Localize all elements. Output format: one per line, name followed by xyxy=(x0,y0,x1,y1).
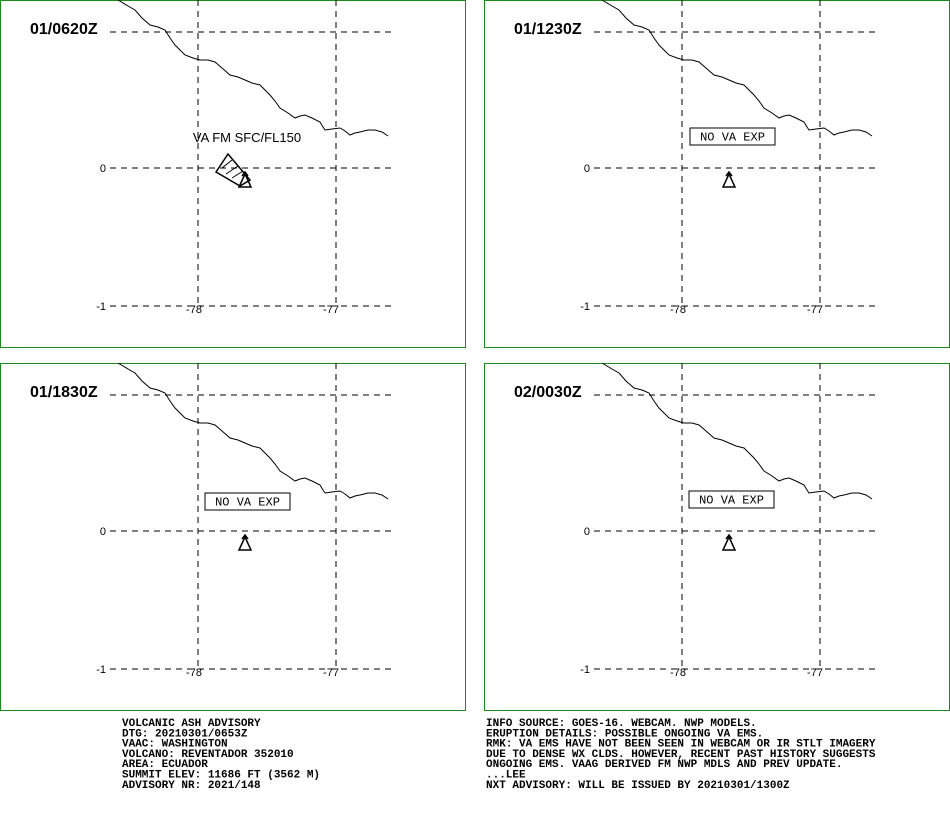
ash-hatch xyxy=(225,165,239,175)
lon-label: -78 xyxy=(186,304,202,316)
lat-label: -1 xyxy=(96,664,106,676)
lon-label: -78 xyxy=(670,667,686,679)
annotation-box xyxy=(688,490,775,509)
ash-hatch xyxy=(231,170,244,179)
lat-label: -1 xyxy=(580,664,590,676)
annotation: NO VA EXP xyxy=(699,494,764,508)
advisory-line: DTG: 20210301/0653Z xyxy=(122,728,248,740)
ash-hatch xyxy=(221,159,233,169)
advisory-line: ADVISORY NR: 2021/148 xyxy=(122,780,261,792)
annotation: NO VA EXP xyxy=(215,496,280,510)
ash-label: VA FM SFC/FL150 xyxy=(193,130,301,145)
lon-label: -77 xyxy=(807,304,823,316)
volcano-symbol xyxy=(237,533,253,551)
lat-label: 0 xyxy=(584,163,590,175)
annotation: NO VA EXP xyxy=(700,131,765,145)
volcano-symbol xyxy=(721,170,737,188)
lon-label: -77 xyxy=(807,667,823,679)
advisory-line: INFO SOURCE: GOES-16. WEBCAM. NWP MODELS… xyxy=(486,718,757,730)
advisory-line: ...LEE xyxy=(486,770,526,782)
advisory-line: VAAC: WASHINGTON xyxy=(122,739,228,751)
advisory-line: VOLCANIC ASH ADVISORY xyxy=(122,718,261,730)
advisory-line: NXT ADVISORY: WILL BE ISSUED BY 20210301… xyxy=(486,780,790,792)
map-panel: 01/1230Z 0 -1 -78 -77 NO VA EXP xyxy=(484,0,950,348)
lat-label: -1 xyxy=(580,301,590,313)
panel-frame xyxy=(484,0,950,348)
lon-label: -78 xyxy=(670,304,686,316)
valid-time: 01/0620Z xyxy=(30,21,98,38)
lat-label: 0 xyxy=(100,526,106,538)
lon-label: -77 xyxy=(323,304,339,316)
lat-label: -1 xyxy=(96,301,106,313)
valid-time: 01/1230Z xyxy=(514,21,582,38)
advisory-line: RMK: VA EMS HAVE NOT BEEN SEEN IN WEBCAM… xyxy=(486,739,876,751)
coastline xyxy=(117,362,389,500)
lon-label: -78 xyxy=(186,667,202,679)
coastline xyxy=(601,0,873,137)
map-panel: 02/0030Z 0 -1 -78 -77 NO VA EXP xyxy=(484,362,950,711)
advisory-line: AREA: ECUADOR xyxy=(122,759,208,771)
volcano-symbol xyxy=(721,533,737,551)
advisory-line: DUE TO DENSE WX CLDS. HOWEVER, RECENT PA… xyxy=(486,749,876,761)
coastline xyxy=(117,0,389,137)
map-panel: 01/0620Z 0 -1 -78 -77 VA FM SFC/FL150 xyxy=(0,0,466,348)
ash-area xyxy=(214,152,252,187)
advisory-line: VOLCANO: REVENTADOR 352010 xyxy=(122,749,294,761)
valid-time: 02/0030Z xyxy=(514,384,582,401)
panel-frame xyxy=(484,363,950,711)
coastline xyxy=(601,362,873,500)
valid-time: 01/1830Z xyxy=(30,384,98,401)
lat-label: 0 xyxy=(100,163,106,175)
advisory-line: ERUPTION DETAILS: POSSIBLE ONGOING VA EM… xyxy=(486,728,763,740)
map-panel: 01/1830Z 0 -1 -78 -77 NO VA EXP xyxy=(0,362,466,711)
panel-frame xyxy=(0,0,466,348)
annotation-box xyxy=(204,492,291,511)
lon-label: -77 xyxy=(323,667,339,679)
lat-label: 0 xyxy=(584,526,590,538)
annotation-box xyxy=(689,127,776,146)
advisory-line: ONGOING EMS. VAAG DERIVED FM NWP MDLS AN… xyxy=(486,759,842,771)
panel-frame xyxy=(0,363,466,711)
advisory-line: SUMMIT ELEV: 11686 FT (3562 M) xyxy=(122,770,320,782)
